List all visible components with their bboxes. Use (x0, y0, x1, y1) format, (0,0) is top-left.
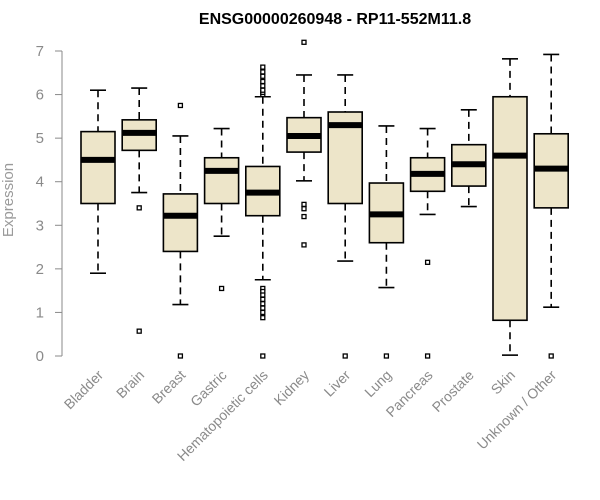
iqr-box (162, 193, 199, 253)
box-kidney (286, 39, 322, 248)
outlier-point (342, 353, 348, 359)
outlier-point (548, 353, 554, 359)
x-tick-label: Breast (149, 367, 189, 407)
outlier-point (136, 328, 142, 334)
x-tick-label: Lung (361, 367, 394, 400)
outlier-point (260, 69, 266, 75)
outlier-point (218, 285, 225, 292)
box-series (80, 39, 570, 359)
outlier-point (177, 353, 184, 359)
outlier-point (260, 64, 266, 70)
box-prostate (450, 109, 487, 208)
y-axis-label: Expression (0, 163, 17, 237)
outlier-point (260, 73, 266, 79)
y-tick-label: 5 (36, 130, 44, 147)
x-tick-label: Liver (321, 367, 354, 400)
outlier-point (383, 353, 390, 359)
y-tick-label: 2 (36, 261, 44, 278)
iqr-box (492, 95, 528, 322)
y-tick-label: 4 (36, 174, 44, 191)
x-tick-label: Skin (488, 367, 519, 398)
outlier-point (301, 201, 307, 208)
box-brain (121, 87, 157, 334)
outlier-point (301, 213, 307, 220)
y-tick-label: 3 (36, 217, 44, 234)
outlier-point (260, 309, 266, 316)
outlier-point (424, 353, 431, 359)
outlier-point (260, 301, 266, 307)
x-tick-label: Prostate (429, 367, 477, 415)
chart-title: ENSG00000260948 - RP11-552M11.8 (199, 11, 471, 28)
y-tick-label: 6 (36, 87, 44, 104)
box-unknown-other (533, 53, 570, 359)
box-pancreas (409, 127, 446, 359)
box-skin (492, 58, 528, 356)
y-tick-label: 7 (36, 43, 44, 60)
outlier-point (177, 102, 184, 109)
outlier-point (260, 296, 266, 303)
outlier-point (260, 78, 266, 85)
box-bladder (80, 89, 116, 275)
outlier-point (260, 292, 266, 298)
box-liver (327, 74, 364, 359)
y-tick-label: 1 (36, 304, 44, 321)
box-gastric (203, 127, 240, 292)
box-lung (368, 125, 405, 359)
y-tick-label: 0 (36, 348, 44, 365)
y-axis-ticks: 0 1 2 3 4 5 6 7 (36, 43, 62, 365)
outlier-point (136, 205, 142, 211)
outlier-point (301, 39, 307, 45)
outlier-point (260, 305, 266, 311)
x-tick-label: Kidney (271, 367, 313, 409)
x-tick-label: Brain (113, 367, 147, 401)
outlier-point (260, 87, 266, 93)
outlier-point (260, 83, 266, 89)
x-tick-label: Bladder (61, 367, 107, 413)
box-breast (162, 102, 199, 359)
outlier-point (260, 315, 266, 321)
outlier-point (260, 353, 266, 359)
iqr-box (80, 130, 116, 205)
outlier-point (301, 242, 307, 248)
iqr-box (203, 156, 240, 205)
outlier-point (301, 206, 307, 212)
outlier-point (424, 259, 431, 265)
box-hematopoietic-cells (245, 64, 281, 359)
